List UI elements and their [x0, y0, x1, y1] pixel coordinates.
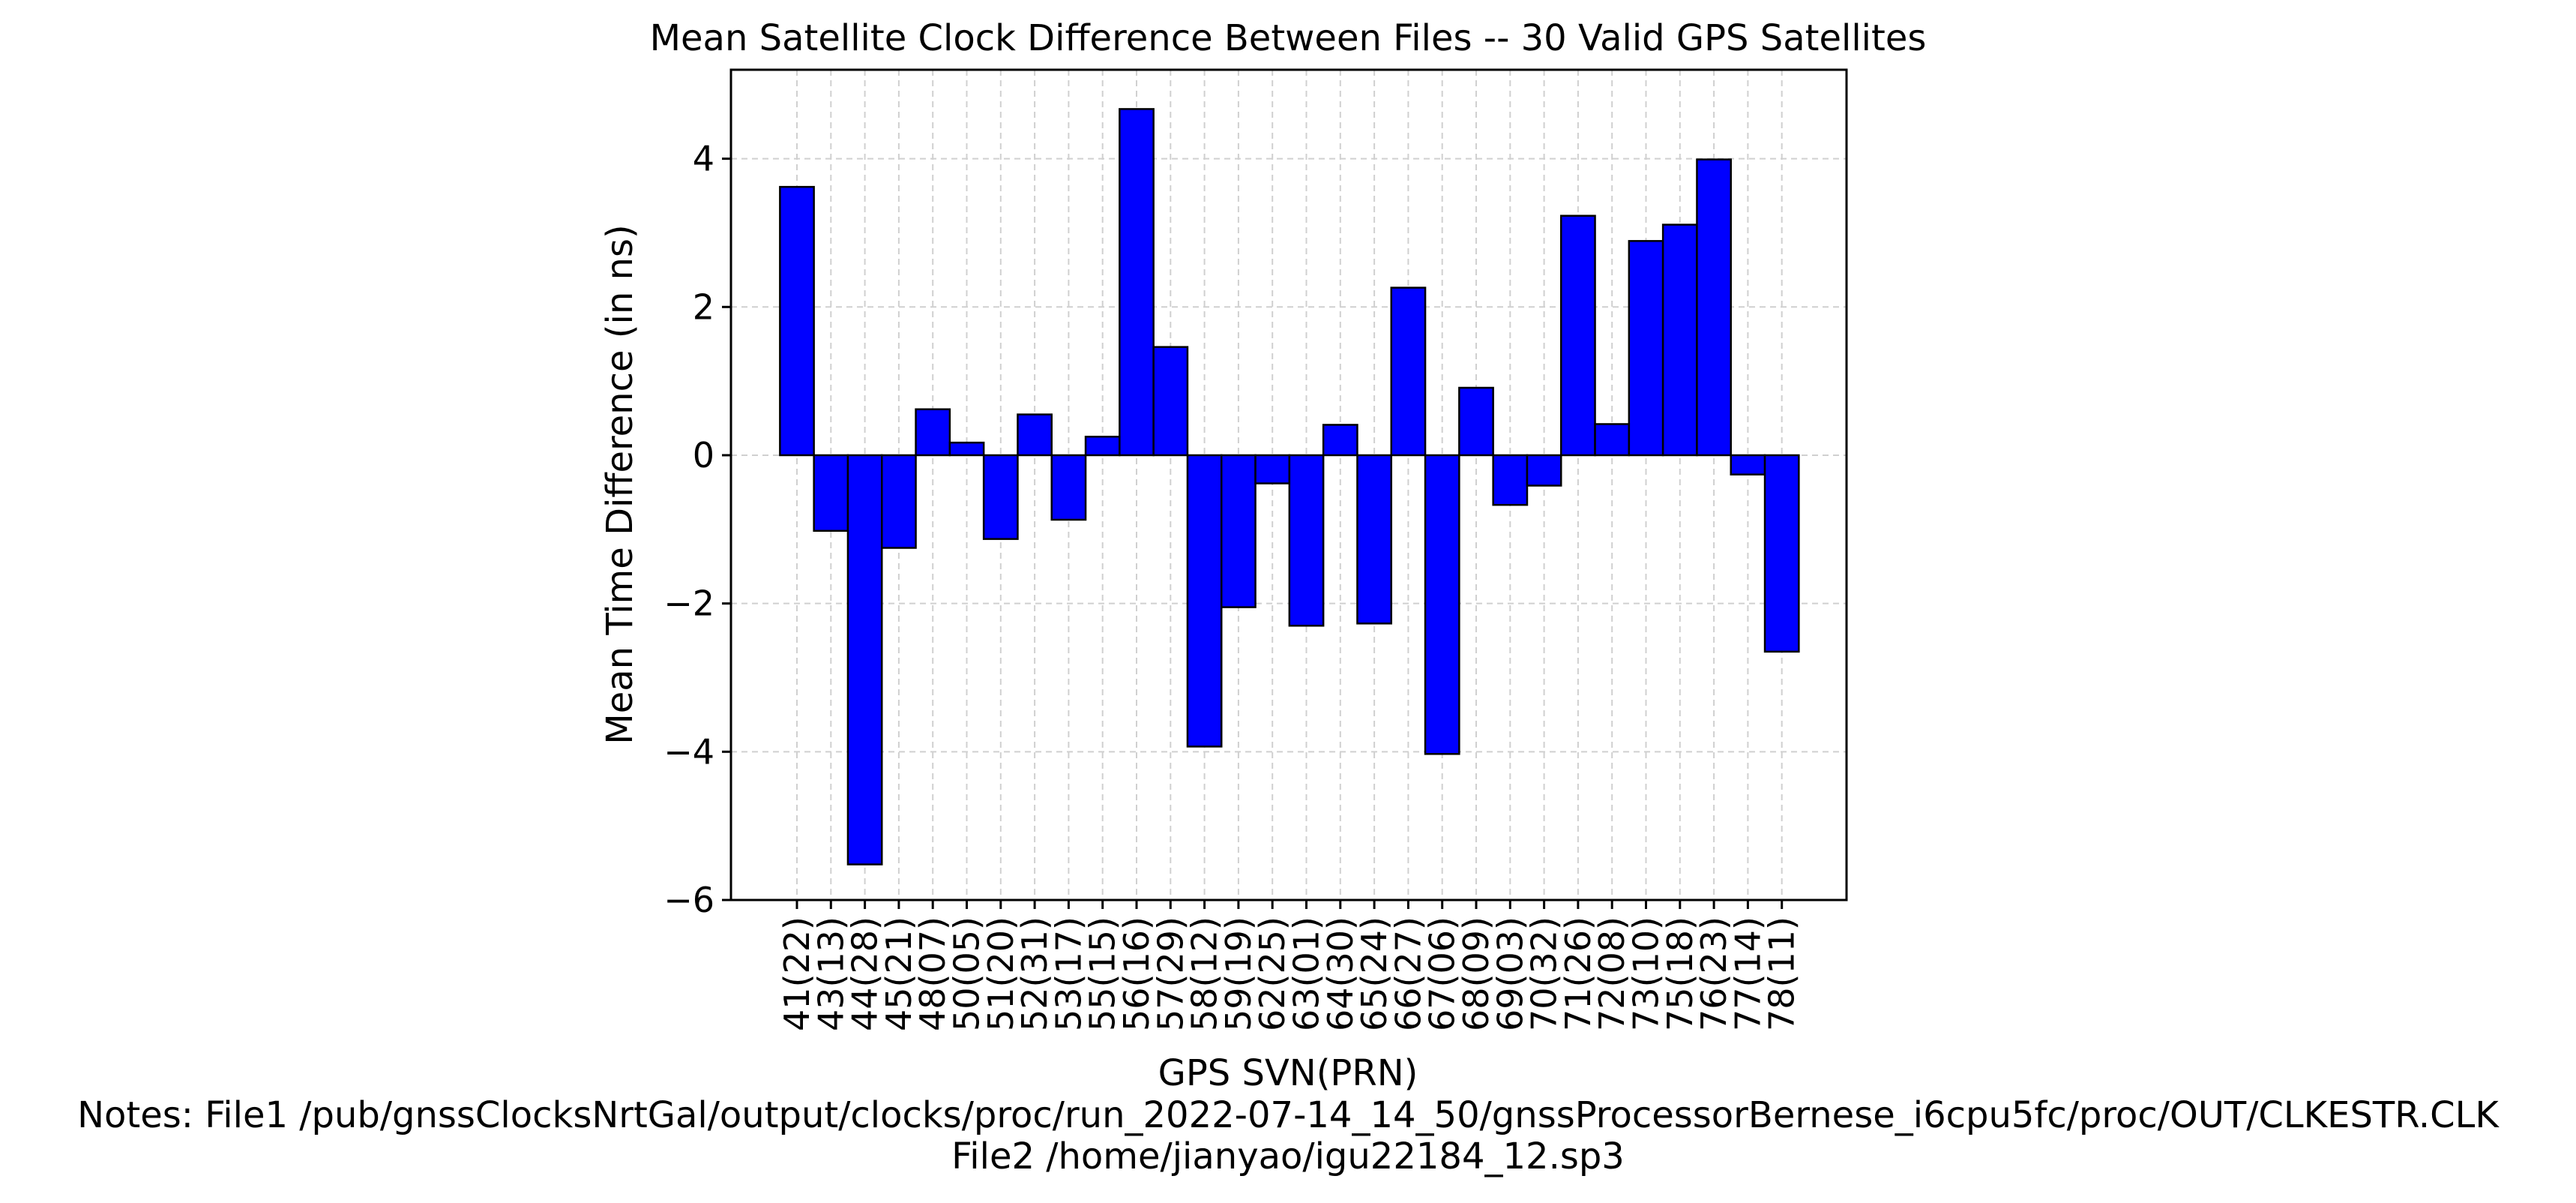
- x-tick-label: 41(22): [777, 916, 817, 1031]
- y-tick-label: 4: [693, 139, 714, 179]
- y-tick-label: 0: [693, 435, 714, 476]
- x-tick-label: 78(11): [1762, 916, 1802, 1031]
- x-tick-label: 43(13): [810, 916, 851, 1031]
- bar-67(06): [1424, 454, 1460, 755]
- x-tick-label: 56(16): [1116, 916, 1157, 1031]
- bar-41(22): [779, 185, 815, 457]
- bar-72(08): [1594, 423, 1631, 457]
- plot-frame: [729, 68, 1848, 902]
- y-tick-label: −4: [663, 731, 714, 772]
- bar-44(28): [846, 454, 883, 866]
- x-tick-label: 72(08): [1592, 916, 1632, 1031]
- bar-69(03): [1492, 454, 1529, 506]
- x-tick-label: 59(19): [1218, 916, 1259, 1031]
- bar-52(31): [1017, 413, 1053, 457]
- x-tick-label: 63(01): [1287, 916, 1327, 1031]
- y-axis-ticks: −6 −4 −2 0 2 4: [663, 139, 731, 920]
- x-tick-label: 50(05): [947, 916, 987, 1031]
- bar-51(20): [982, 454, 1019, 540]
- bar-71(26): [1560, 214, 1596, 457]
- notes-line-2: File2 /home/jianyao/igu22184_12.sp3: [951, 1136, 1625, 1178]
- bars: [779, 108, 1800, 866]
- y-tick-label: −2: [663, 584, 714, 624]
- bar-68(09): [1458, 386, 1494, 457]
- bar-56(16): [1119, 108, 1155, 457]
- x-tick-label: 52(31): [1014, 916, 1055, 1031]
- notes-line-1: Notes: File1 /pub/gnssClocksNrtGal/outpu…: [77, 1094, 2500, 1136]
- x-tick-label: 58(12): [1185, 916, 1225, 1031]
- y-tick-label: 2: [693, 286, 714, 327]
- x-tick-label: 68(09): [1456, 916, 1496, 1031]
- bar-70(32): [1526, 454, 1562, 487]
- x-axis-ticks: 41(22)43(13)44(28)45(21)48(07)50(05)51(2…: [777, 900, 1802, 1031]
- bar-77(14): [1730, 454, 1766, 476]
- x-tick-label: 69(03): [1490, 916, 1530, 1031]
- x-tick-label: 44(28): [845, 916, 885, 1031]
- bar-65(24): [1356, 454, 1392, 625]
- y-tick-label: −6: [663, 880, 714, 920]
- bar-76(23): [1696, 158, 1732, 457]
- x-axis-label: GPS SVN(PRN): [1158, 1052, 1418, 1094]
- bar-45(21): [881, 454, 917, 549]
- x-tick-label: 67(06): [1422, 916, 1463, 1031]
- bar-50(05): [948, 441, 985, 457]
- bar-73(10): [1628, 240, 1664, 457]
- bar-48(07): [915, 408, 951, 457]
- bar-58(12): [1186, 454, 1223, 748]
- bar-43(13): [813, 454, 849, 532]
- bar-75(18): [1661, 224, 1698, 457]
- bar-64(30): [1322, 424, 1358, 457]
- x-tick-label: 66(27): [1388, 916, 1428, 1031]
- x-tick-label: 62(25): [1252, 916, 1292, 1031]
- x-tick-label: 73(10): [1626, 916, 1667, 1031]
- x-tick-label: 76(23): [1694, 916, 1734, 1031]
- y-axis-label: Mean Time Difference (in ns): [599, 224, 641, 744]
- bar-78(11): [1763, 454, 1800, 653]
- bar-59(19): [1221, 454, 1257, 608]
- x-tick-label: 57(29): [1150, 916, 1191, 1031]
- x-tick-label: 65(24): [1354, 916, 1394, 1031]
- x-tick-label: 77(14): [1727, 916, 1768, 1031]
- bar-66(27): [1390, 286, 1427, 457]
- bar-63(01): [1288, 454, 1325, 627]
- bar-57(29): [1152, 346, 1189, 457]
- x-tick-label: 75(18): [1660, 916, 1700, 1031]
- bar-62(25): [1254, 454, 1291, 484]
- x-tick-label: 51(20): [981, 916, 1021, 1031]
- chart-title: Mean Satellite Clock Difference Between …: [650, 17, 1927, 59]
- bar-53(17): [1050, 454, 1087, 521]
- x-tick-label: 64(30): [1320, 916, 1361, 1031]
- x-tick-label: 71(26): [1558, 916, 1598, 1031]
- x-tick-label: 70(32): [1524, 916, 1565, 1031]
- x-tick-label: 48(07): [912, 916, 953, 1031]
- x-tick-label: 55(15): [1083, 916, 1123, 1031]
- x-tick-label: 45(21): [879, 916, 919, 1031]
- x-tick-label: 53(17): [1048, 916, 1089, 1031]
- bar-55(15): [1084, 436, 1121, 457]
